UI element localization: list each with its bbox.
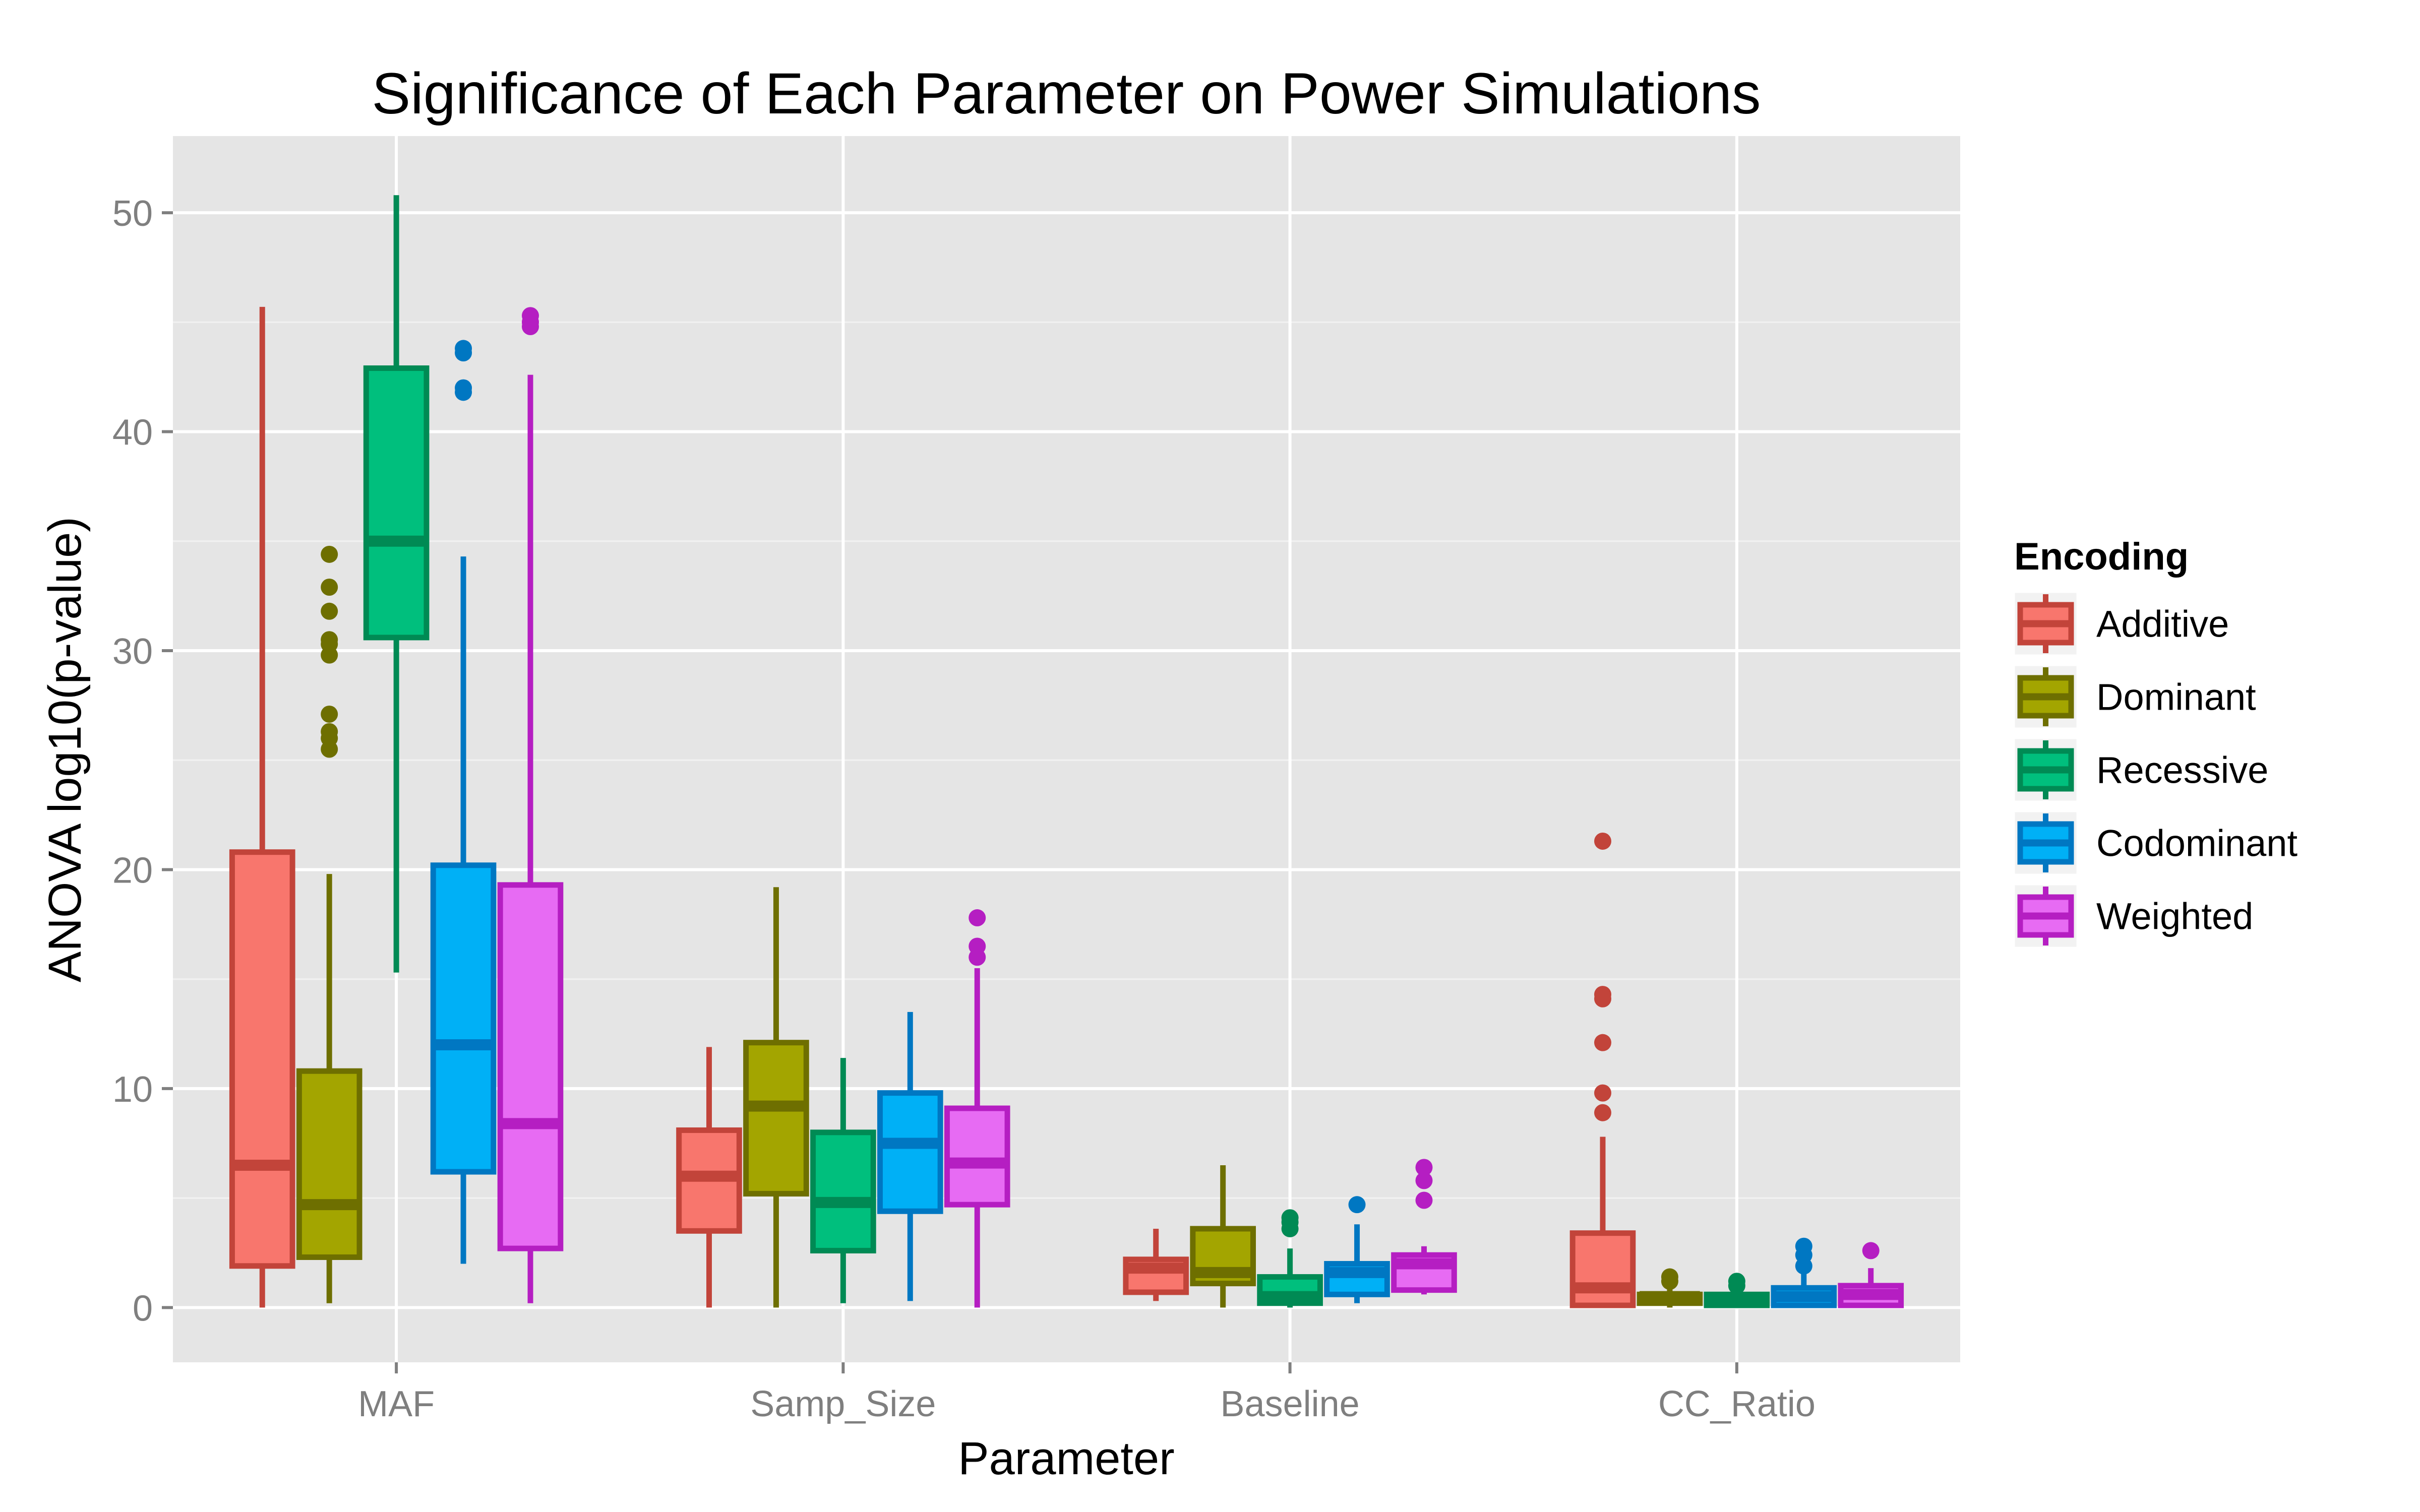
- outlier-point: [1281, 1209, 1299, 1227]
- y-tick-label: 10: [112, 1069, 153, 1110]
- outlier-point: [1594, 986, 1611, 1003]
- outlier-point: [321, 631, 338, 649]
- x-tick-label-cc_ratio: CC_Ratio: [1658, 1384, 1816, 1424]
- box-dominant-samp_size: [743, 887, 809, 1308]
- outlier-point: [1594, 1084, 1611, 1102]
- outlier-point: [321, 602, 338, 620]
- y-tick-label: 20: [112, 850, 153, 891]
- box-body: [363, 365, 430, 641]
- box-recessive-maf: [363, 195, 430, 973]
- outlier-point: [321, 545, 338, 563]
- outlier-point: [1415, 1172, 1433, 1189]
- outlier-point: [1415, 1191, 1433, 1209]
- series-additive: [229, 306, 1636, 1308]
- outlier-point: [1594, 1104, 1611, 1121]
- legend-label: Additive: [2096, 603, 2229, 645]
- box-body: [810, 1129, 876, 1253]
- outlier-point: [321, 578, 338, 596]
- outlier-point: [1594, 832, 1611, 850]
- box-recessive-samp_size: [810, 1058, 876, 1303]
- chart-title: Significance of Each Parameter on Power …: [372, 61, 1761, 126]
- box-codominant-baseline: [1324, 1196, 1390, 1303]
- outlier-point: [1728, 1273, 1745, 1290]
- outlier-point: [1862, 1242, 1880, 1259]
- outlier-point: [522, 307, 539, 325]
- plot-panel: [173, 136, 1960, 1362]
- box-additive-baseline: [1123, 1228, 1189, 1301]
- box-body: [430, 862, 497, 1175]
- box-body: [743, 1040, 809, 1196]
- x-tick-label-samp_size: Samp_Size: [750, 1384, 936, 1424]
- series-codominant: [430, 340, 1837, 1308]
- box-recessive-cc_ratio: [1704, 1273, 1770, 1308]
- box-weighted-cc_ratio: [1838, 1242, 1904, 1308]
- series-recessive: [363, 195, 1770, 1308]
- axes: 0 10 20 30 40 50 MAF Samp_Size Baseline CC_Ratio: [112, 194, 1816, 1424]
- outlier-point: [1795, 1237, 1812, 1255]
- box-codominant-samp_size: [877, 1012, 943, 1301]
- box-dominant-cc_ratio: [1637, 1268, 1703, 1308]
- y-tick-label: 40: [112, 413, 153, 453]
- y-tick-label: 0: [133, 1288, 153, 1329]
- legend-label: Codominant: [2096, 823, 2297, 864]
- x-tick-label-baseline: Baseline: [1221, 1384, 1360, 1424]
- box-series-group: [229, 195, 1904, 1308]
- box-codominant-cc_ratio: [1771, 1237, 1837, 1308]
- box-body: [229, 849, 295, 1269]
- box-body: [877, 1090, 943, 1214]
- box-codominant-maf: [430, 340, 497, 1264]
- legend-label: Dominant: [2096, 676, 2256, 718]
- legend: Encoding Additive Dominant Recessive Codomi…: [2013, 535, 2297, 949]
- box-body: [944, 1105, 1010, 1208]
- box-dominant-baseline: [1190, 1165, 1256, 1308]
- box-weighted-baseline: [1391, 1159, 1457, 1295]
- legend-item-dominant: Dominant: [2013, 664, 2256, 729]
- outlier-point: [1348, 1196, 1366, 1214]
- box-body: [296, 1068, 362, 1260]
- y-tick-label: 50: [112, 194, 153, 234]
- outlier-point: [1661, 1268, 1678, 1286]
- series-dominant: [296, 545, 1703, 1308]
- outlier-point: [969, 909, 986, 927]
- box-dominant-maf: [296, 545, 362, 1303]
- outlier-point: [969, 937, 986, 955]
- box-body: [497, 882, 564, 1251]
- outlier-point: [455, 340, 472, 357]
- legend-item-additive: Additive: [2013, 591, 2229, 656]
- legend-label: Weighted: [2096, 896, 2253, 937]
- box-weighted-samp_size: [944, 909, 1010, 1308]
- box-recessive-baseline: [1257, 1209, 1323, 1308]
- box-additive-maf: [229, 306, 295, 1308]
- series-weighted: [497, 307, 1904, 1308]
- legend-label: Recessive: [2096, 749, 2268, 791]
- y-tick-label: 30: [112, 632, 153, 672]
- x-axis-label: Parameter: [958, 1433, 1175, 1484]
- outlier-point: [321, 705, 338, 723]
- legend-item-weighted: Weighted: [2013, 884, 2253, 949]
- x-tick-label-maf: MAF: [358, 1384, 435, 1424]
- y-axis-label: ANOVA log10(p-value): [39, 517, 91, 982]
- legend-item-codominant: Codominant: [2013, 810, 2297, 875]
- outlier-point: [1415, 1159, 1433, 1176]
- box-additive-samp_size: [676, 1047, 742, 1308]
- box-additive-cc_ratio: [1569, 832, 1636, 1308]
- outlier-point: [321, 723, 338, 740]
- outlier-point: [455, 379, 472, 397]
- outlier-point: [1594, 1034, 1611, 1051]
- legend-title: Encoding: [2014, 535, 2189, 578]
- legend-item-recessive: Recessive: [2013, 737, 2268, 802]
- box-body: [1569, 1230, 1636, 1308]
- box-weighted-maf: [497, 307, 564, 1303]
